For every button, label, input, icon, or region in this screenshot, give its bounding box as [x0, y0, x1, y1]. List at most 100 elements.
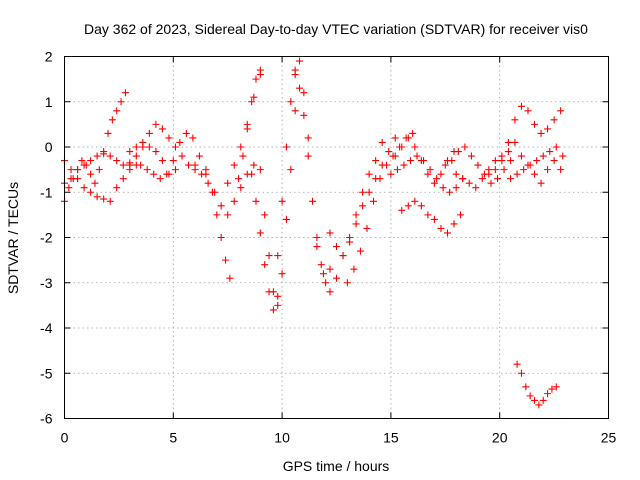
data-point	[544, 125, 552, 133]
y-tick-label: -1	[40, 184, 53, 200]
data-point	[457, 211, 465, 219]
data-point	[544, 390, 552, 398]
data-point	[511, 138, 519, 146]
data-point	[439, 184, 447, 192]
data-point	[491, 166, 499, 174]
data-point	[559, 152, 567, 160]
data-point	[80, 161, 88, 169]
x-tick-label: 15	[383, 430, 399, 446]
data-point	[304, 152, 312, 160]
y-tick-label: -2	[40, 230, 53, 246]
data-point	[411, 143, 419, 151]
data-point	[67, 175, 75, 183]
data-point	[137, 161, 145, 169]
data-point	[235, 175, 243, 183]
x-tick-label: 5	[169, 430, 177, 446]
data-point	[317, 261, 325, 269]
data-point	[261, 211, 269, 219]
x-axis-label: GPS time / hours	[283, 458, 390, 474]
data-point	[106, 152, 114, 160]
data-point	[517, 152, 525, 160]
data-point	[533, 157, 541, 165]
data-point	[250, 93, 258, 101]
data-point	[465, 179, 473, 187]
data-point	[539, 396, 547, 404]
data-point	[296, 57, 304, 65]
data-point	[550, 157, 558, 165]
data-point	[165, 170, 173, 178]
data-point	[472, 184, 480, 192]
data-point	[158, 125, 166, 133]
data-point	[202, 166, 210, 174]
y-tick-label: 2	[45, 49, 53, 65]
data-point	[365, 170, 373, 178]
data-point	[269, 306, 277, 314]
data-point	[385, 148, 393, 156]
series-arc-v	[452, 138, 519, 192]
data-point	[424, 211, 432, 219]
data-point	[511, 116, 519, 124]
data-point	[250, 161, 258, 169]
data-point	[507, 157, 515, 165]
data-point	[352, 211, 360, 219]
data-point	[446, 188, 454, 196]
chart-title: Day 362 of 2023, Sidereal Day-to-day VTE…	[84, 21, 588, 37]
data-point	[287, 98, 295, 106]
data-point	[333, 274, 340, 282]
data-point	[333, 243, 340, 251]
data-points	[61, 57, 567, 409]
data-point	[478, 175, 486, 183]
data-point	[359, 202, 367, 210]
data-point	[65, 184, 73, 192]
data-point	[552, 383, 560, 391]
data-point	[400, 161, 408, 169]
data-point	[132, 143, 140, 151]
data-point	[113, 184, 121, 192]
data-point	[452, 170, 460, 178]
data-point	[87, 188, 95, 196]
data-point	[372, 157, 380, 165]
data-point	[113, 157, 121, 165]
data-point	[300, 111, 308, 119]
data-point	[522, 383, 530, 391]
data-point	[343, 279, 351, 287]
data-point	[467, 152, 475, 160]
data-point	[143, 166, 151, 174]
data-point	[409, 129, 417, 137]
data-point	[557, 107, 565, 115]
data-point	[119, 175, 127, 183]
data-point	[383, 161, 391, 169]
data-point	[256, 71, 264, 79]
y-tick-label: -6	[40, 411, 53, 427]
data-point	[520, 166, 528, 174]
data-point	[524, 161, 532, 169]
data-point	[145, 143, 153, 151]
data-point	[391, 134, 399, 142]
data-point	[507, 175, 515, 183]
x-tick-label: 10	[274, 430, 290, 446]
data-point	[326, 265, 334, 273]
data-point	[217, 202, 225, 210]
data-point	[393, 166, 401, 174]
x-tick-label: 0	[61, 430, 69, 446]
series-arc-b	[61, 157, 134, 205]
data-point	[230, 197, 238, 205]
data-point	[461, 143, 469, 151]
y-tick-label: -3	[40, 275, 53, 291]
y-tick-label: 1	[45, 94, 53, 110]
data-point	[441, 161, 449, 169]
data-point	[369, 197, 377, 205]
data-point	[145, 129, 153, 137]
data-point	[487, 179, 495, 187]
data-point	[406, 157, 414, 165]
data-point	[171, 143, 179, 151]
series-arc-x	[507, 143, 567, 183]
data-point	[150, 170, 158, 178]
data-point	[376, 175, 384, 183]
data-point	[535, 401, 543, 409]
data-point	[517, 369, 525, 377]
data-point	[313, 234, 321, 241]
series-arc-j	[235, 71, 264, 183]
data-point	[158, 157, 166, 165]
data-point	[498, 157, 506, 165]
